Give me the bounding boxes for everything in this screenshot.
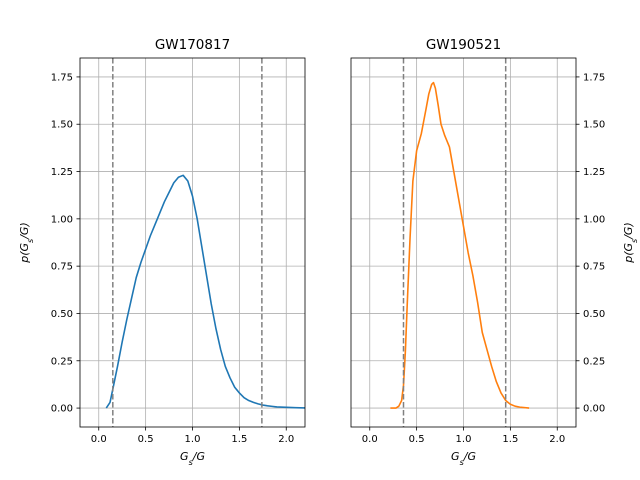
- y-tick-label: 1.50: [51, 120, 73, 131]
- y-tick-label: 1.00: [51, 214, 73, 225]
- y-tick-label: 0.75: [51, 262, 73, 273]
- y-tick-label: 0.00: [583, 404, 605, 415]
- y-tick-label: 0.50: [583, 309, 605, 320]
- y-tick-label: 0.50: [51, 309, 73, 320]
- x-axis-label: Gs/G: [180, 450, 205, 467]
- y-tick-label: 1.50: [583, 120, 605, 131]
- x-tick-label: 0.5: [409, 434, 425, 445]
- y-tick-label: 0.25: [583, 356, 605, 367]
- x-tick-label: 1.0: [456, 434, 472, 445]
- y-tick-label: 1.00: [583, 214, 605, 225]
- x-axis-label: Gs/G: [451, 450, 476, 467]
- x-tick-label: 2.0: [549, 434, 565, 445]
- x-tick-label: 0.0: [91, 434, 107, 445]
- x-tick-label: 1.0: [185, 434, 201, 445]
- x-tick-label: 2.0: [278, 434, 294, 445]
- y-tick-label: 1.75: [51, 72, 73, 83]
- chart-title: GW190521: [426, 37, 501, 53]
- x-tick-label: 0.0: [362, 434, 378, 445]
- y-axis-label: p(Gs/G): [18, 222, 35, 264]
- chart-gw170817: 0.0 0.5 1.0 1.5 2.0 0.00 0.25 0.50 0.75 1.00 1.25 1…: [18, 37, 306, 467]
- y-tick-label: 0.00: [51, 404, 73, 415]
- y-axis-label: p(Gs/G): [622, 222, 639, 264]
- y-tick-label: 0.25: [51, 356, 73, 367]
- x-tick-label: 1.5: [231, 434, 247, 445]
- x-tick-label: 1.5: [502, 434, 518, 445]
- y-tick-label: 1.75: [583, 72, 605, 83]
- density-curve: [105, 174, 305, 409]
- x-tick-label: 0.5: [138, 434, 154, 445]
- chart-gw190521: 0.0 0.5 1.0 1.5 2.0 0.00 0.25 0.50 0.75 1.00 1.25 1…: [350, 37, 639, 467]
- y-tick-label: 1.25: [583, 167, 605, 178]
- chart-title: GW170817: [155, 37, 230, 53]
- y-tick-label: 1.25: [51, 167, 73, 178]
- y-tick-label: 0.75: [583, 262, 605, 273]
- density-curve: [390, 81, 530, 409]
